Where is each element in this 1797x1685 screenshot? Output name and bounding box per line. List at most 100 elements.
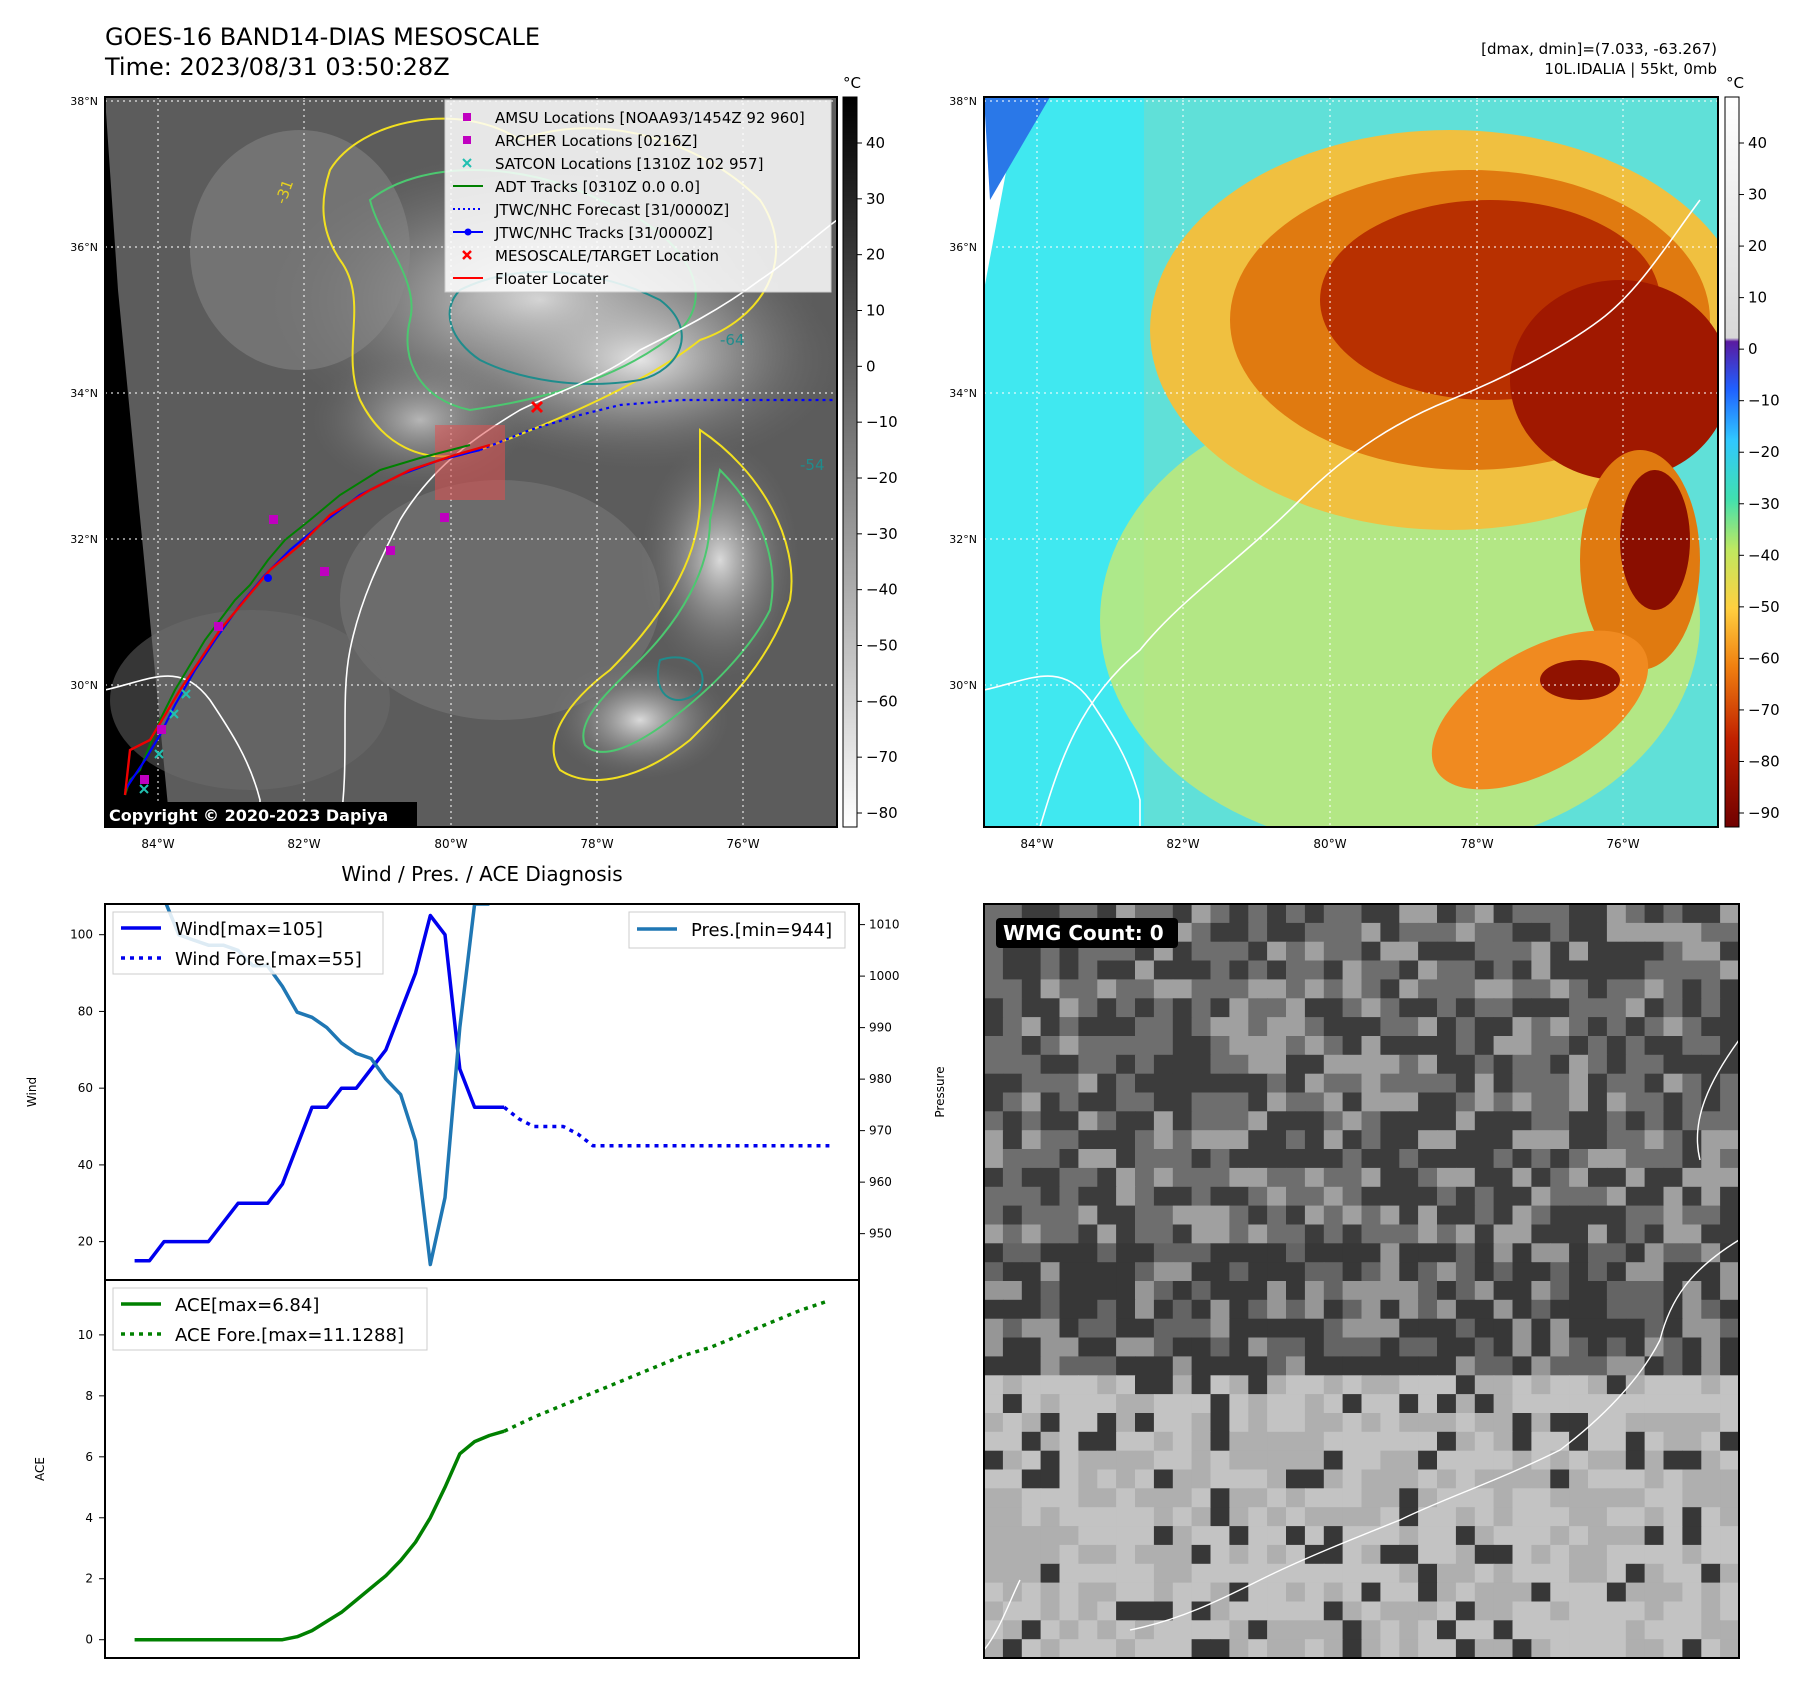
wmg-pixel [1361, 941, 1381, 962]
wmg-pixel [1701, 1450, 1721, 1471]
wmg-pixel [1644, 1375, 1665, 1395]
wmg-pixel [1531, 1036, 1551, 1056]
wmg-pixel [1701, 1262, 1721, 1282]
wmg-pixel [1569, 1299, 1589, 1320]
wmg-pixel [1474, 1205, 1495, 1226]
wmg-pixel [1116, 1639, 1136, 1658]
wmg-pixel [1399, 1639, 1419, 1658]
wmg-pixel [1531, 1318, 1551, 1339]
wmg-pixel [1663, 998, 1683, 1018]
wmg-pixel [1606, 1526, 1627, 1546]
wmg-pixel [1153, 1262, 1174, 1282]
wmg-pixel [1493, 1073, 1514, 1094]
wmg-pixel [1380, 1111, 1400, 1131]
wmg-pixel [1116, 998, 1136, 1018]
wmg-pixel [1304, 1036, 1325, 1056]
wmg-pixel [1455, 1167, 1476, 1188]
wmg-pixel [1531, 1488, 1551, 1508]
wmg-pixel [1304, 1582, 1325, 1603]
wmg-pixel [1512, 1130, 1532, 1150]
wmg-pixel [1267, 1337, 1287, 1357]
wmg-pixel [1021, 1488, 1042, 1508]
wmg-pixel [1342, 1111, 1363, 1131]
wmg-pixel [1021, 1469, 1042, 1489]
wmg-pixel [1625, 1507, 1646, 1527]
wmg-pixel [1286, 1036, 1306, 1056]
wmg-pixel [1097, 998, 1117, 1018]
wmg-pixel [1229, 960, 1249, 980]
wmg-pixel [1304, 1130, 1325, 1150]
wmg-pixel [1002, 1205, 1023, 1226]
wmg-pixel [1701, 1526, 1721, 1546]
wmg-pixel [1116, 1036, 1136, 1056]
wmg-pixel [1304, 1281, 1325, 1301]
wmg-pixel [1191, 979, 1212, 999]
wmg-pixel [1323, 1507, 1344, 1527]
wmg-pixel [1286, 1281, 1306, 1301]
wmg-pixel [1191, 1526, 1212, 1546]
wmg-pixel [1097, 1318, 1117, 1339]
wmg-pixel [1078, 979, 1098, 999]
wmg-pixel [1342, 998, 1363, 1018]
wmg-pixel [1399, 1563, 1419, 1584]
wmg-pixel [1701, 1582, 1721, 1603]
wmg-pixel [1304, 1318, 1325, 1339]
wmg-pixel [1682, 1375, 1702, 1395]
wmg-pixel [1531, 1073, 1551, 1094]
wmg-pixel [1210, 1639, 1230, 1658]
wmg-pixel [1380, 1036, 1400, 1056]
wmg-pixel [1304, 998, 1325, 1018]
wmg-pixel [1474, 1563, 1495, 1584]
wmg-pixel [1248, 941, 1268, 962]
wmg-pixel [1550, 1639, 1570, 1658]
wmg-pixel [1153, 1130, 1174, 1150]
y2-tick-label: 1010 [869, 918, 900, 932]
wmg-pixel [1418, 1431, 1438, 1452]
wmg-pixel [1380, 1318, 1400, 1339]
wmg-pixel [1267, 1262, 1287, 1282]
wmg-pixel [1078, 1092, 1098, 1112]
wmg-pixel [1286, 1073, 1306, 1094]
wmg-pixel [1644, 1639, 1665, 1658]
wmg-pixel [1286, 1582, 1306, 1603]
wmg-pixel [1682, 1111, 1702, 1131]
wmg-pixel [1323, 1130, 1344, 1150]
wmg-pixel [1210, 998, 1230, 1018]
wmg-pixel [1455, 1394, 1476, 1414]
wmg-pixel [1210, 1544, 1230, 1565]
wmg-pixel [1323, 1488, 1344, 1508]
wmg-pixel [1380, 904, 1400, 924]
wmg-pixel [1021, 1224, 1042, 1244]
wmg-pixel [1229, 1526, 1249, 1546]
wmg-pixel [1701, 1149, 1721, 1169]
wmg-pixel [1323, 1356, 1344, 1376]
wmg-pixel [1097, 1167, 1117, 1188]
wmg-pixel [1267, 1394, 1287, 1414]
wmg-pixel [1097, 1601, 1117, 1621]
wmg-pixel [1191, 1073, 1212, 1094]
wmg-pixel [1682, 1450, 1702, 1471]
contour-label: -64 [720, 331, 745, 349]
wmg-pixel [1474, 960, 1495, 980]
wmg-pixel [1002, 1092, 1023, 1112]
wmg-pixel [1229, 1149, 1249, 1169]
wmg-pixel [1040, 1130, 1061, 1150]
wmg-pixel [1248, 1054, 1268, 1075]
wmg-pixel [1135, 979, 1155, 999]
wmg-pixel [1286, 1639, 1306, 1658]
wmg-pixel [1304, 1092, 1325, 1112]
wmg-pixel [1097, 1563, 1117, 1584]
wmg-pixel [1455, 1507, 1476, 1527]
wmg-pixel [1153, 1601, 1174, 1621]
wmg-pixel [1380, 1224, 1400, 1244]
wmg-pixel [984, 1149, 1004, 1169]
wmg-pixel [1399, 1092, 1419, 1112]
wmg-pixel [1342, 1054, 1363, 1075]
wmg-pixel [1097, 1450, 1117, 1471]
wmg-pixel [1682, 1318, 1702, 1339]
wmg-pixel [1399, 1205, 1419, 1226]
wmg-pixel [1172, 1262, 1193, 1282]
wmg-pixel [1059, 1488, 1079, 1508]
colorbar-tick-label: −70 [866, 748, 898, 766]
wmg-pixel [1455, 1299, 1476, 1320]
